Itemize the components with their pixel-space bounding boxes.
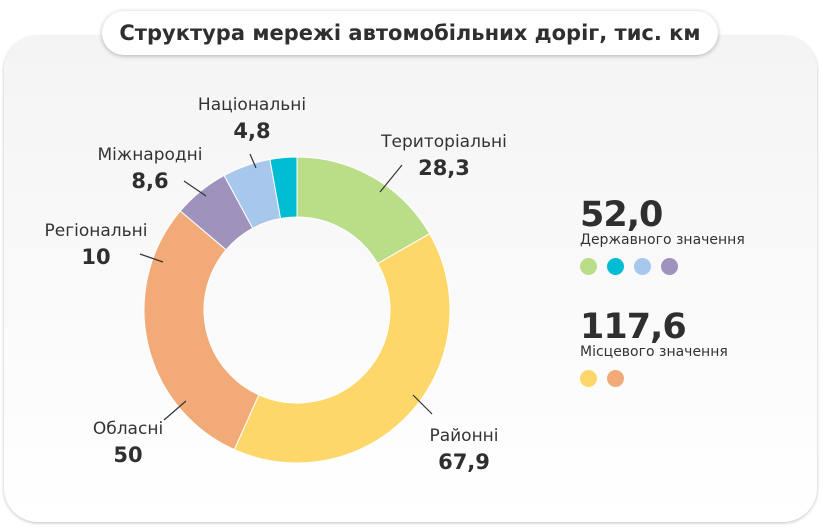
summary-state-label: Державного значення (580, 232, 745, 248)
slice-name-label: Національні (198, 95, 306, 115)
leader-line (379, 164, 403, 193)
slice-labels: Територіальні 28,3 Районні 67,9 Обласні 50 Рег… (44, 95, 506, 474)
slice-value-label: 50 (113, 443, 142, 467)
summary-local-total: 117,6 (580, 307, 687, 347)
leader-line (412, 394, 433, 415)
chart-title: Структура мережі автомобільних доріг, ти… (102, 11, 718, 55)
leader-line (163, 400, 187, 421)
slice-value-label: 67,9 (438, 450, 490, 474)
leader-lines (139, 153, 433, 421)
slice-value-label: 28,3 (418, 156, 470, 180)
summary-state-dots (580, 258, 745, 275)
slice-value-label: 8,6 (131, 169, 168, 193)
legend-dot (634, 258, 651, 275)
summary-local-label: Місцевого значення (580, 344, 728, 360)
leader-line (183, 180, 207, 197)
summary-local-dots (580, 370, 728, 387)
legend-dot (580, 370, 597, 387)
slice-name-label: Міжнародні (97, 145, 202, 165)
slice-name-label: Регіональні (44, 221, 147, 241)
summary-local: 117,6 Місцевого значення (580, 308, 728, 387)
summary-state-total: 52,0 (580, 195, 663, 235)
legend-dot (580, 258, 597, 275)
legend-dot (607, 370, 624, 387)
leader-line (139, 253, 164, 263)
slice-value-label: 10 (81, 245, 110, 269)
slice-name-label: Районні (429, 426, 498, 446)
slice-value-label: 4,8 (233, 119, 270, 143)
donut-slices (143, 156, 451, 464)
slice-name-label: Територіальні (380, 132, 507, 152)
slice-name-label: Обласні (93, 419, 163, 439)
legend-dot (607, 258, 624, 275)
legend-dot (661, 258, 678, 275)
leader-line (249, 153, 257, 169)
donut-slice (269, 156, 298, 220)
summary-state: 52,0 Державного значення (580, 196, 745, 275)
donut-slice (233, 232, 451, 464)
donut-slice (143, 210, 260, 451)
